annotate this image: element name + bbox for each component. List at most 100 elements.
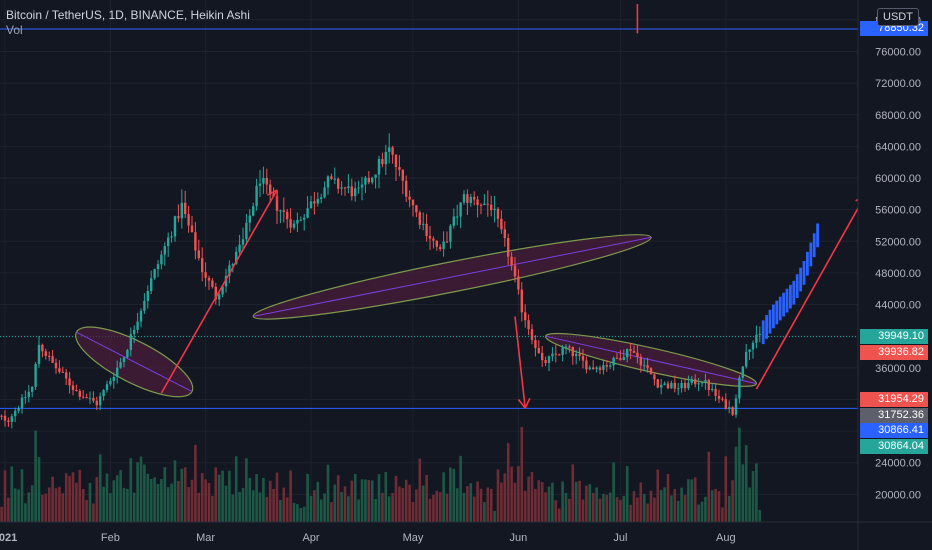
candle-body [547,356,551,363]
candle-body [643,365,646,367]
candle-body [313,201,316,204]
price-label: 31954.29 [860,392,928,408]
candle-body [394,154,398,168]
candle-body [459,202,462,217]
volume-bar [704,496,707,522]
arrow-annotations[interactable] [160,4,867,409]
price-label: 39949.10 [860,329,928,345]
candle-body [592,367,595,370]
volume-bar [85,500,88,522]
volume-bar [64,473,68,522]
volume-bar [693,477,697,522]
volume-bar [245,458,248,522]
volume-bar [479,488,483,522]
volume-bar [707,451,711,522]
candle-body [190,225,194,233]
volume-bar [540,482,544,522]
candle-body [500,218,503,230]
candle-body [694,379,697,385]
candle-body [714,388,717,396]
volume-bar [102,486,105,522]
volume-bar [435,490,439,522]
ellipse-annotations[interactable] [67,223,759,410]
candle-body [48,355,51,357]
candle-body [75,390,78,392]
candle-body [95,400,98,406]
candle-body [683,382,687,389]
projection-bar [806,251,809,276]
volume-bar [398,486,401,522]
volume-bar [500,482,503,522]
candle-body [381,159,384,165]
candle-body [581,356,585,361]
volume-bar [432,494,435,522]
projection-bars [761,223,819,345]
time-tick-label: May [403,532,424,544]
volume-bar [292,502,296,522]
volume-bar [391,492,394,522]
volume-bar [163,467,167,522]
volume-bar [527,476,530,522]
candle-body [320,197,323,199]
volume-bar [510,466,513,522]
candle-body [473,196,476,200]
volume-bar [561,481,564,522]
candle-body [146,291,149,301]
volume-bar [27,492,31,522]
volume-bar [588,484,592,522]
volume-bar [741,464,745,522]
price-tick-label: 52000.00 [875,236,921,248]
price-axis[interactable]: 20000.0024000.0028000.0032000.0036000.00… [857,0,932,550]
volume-bar [258,492,262,522]
volume-bar [47,487,51,522]
volume-bar [381,492,384,522]
candle-body [411,199,415,206]
candle-body [153,269,156,279]
price-tick-label: 36000.00 [875,363,921,375]
price-label: 31752.36 [860,407,928,423]
candle-body [734,398,738,415]
volume-bar [353,474,357,522]
volume-bar [214,467,218,522]
volume-bar [364,479,367,522]
candle-body [299,219,302,221]
candle-body [636,352,639,357]
candle-body [687,382,690,389]
candle-body [612,357,615,366]
candle-body [391,147,394,155]
candle-body [469,196,472,203]
candle-body [738,377,741,399]
candle-body [214,286,217,300]
volume-bar [81,489,85,522]
volume-bar [676,500,680,522]
currency-button[interactable]: USDT [877,8,919,26]
candle-body [660,384,663,388]
candle-body [61,371,64,373]
candle-body [578,353,581,357]
volume-bar [248,477,252,522]
volume-bar [755,463,758,522]
volume-bar [615,497,619,522]
volume-bar [663,487,666,522]
time-axis[interactable]: 2021 Feb Mar Apr May Jun Jul Aug [0,521,932,544]
volume-bar [88,483,92,522]
volume-bar [517,466,520,522]
candle-body [126,350,129,358]
volume-bar [41,494,44,522]
candle-body [364,177,367,185]
volume-bar [326,464,330,522]
volume-bar [204,479,207,522]
time-tick-label: Jun [510,532,528,544]
candle-body [88,397,92,399]
volume-bar [228,470,231,522]
volume-bar [221,470,224,522]
candle-body [707,380,710,390]
volume-bar [653,497,656,522]
candle-body [513,265,517,277]
volume-bar [612,462,615,522]
candle-body [14,410,17,417]
candle-body [167,237,170,247]
candle-body [422,223,425,225]
candle-body [187,214,190,226]
